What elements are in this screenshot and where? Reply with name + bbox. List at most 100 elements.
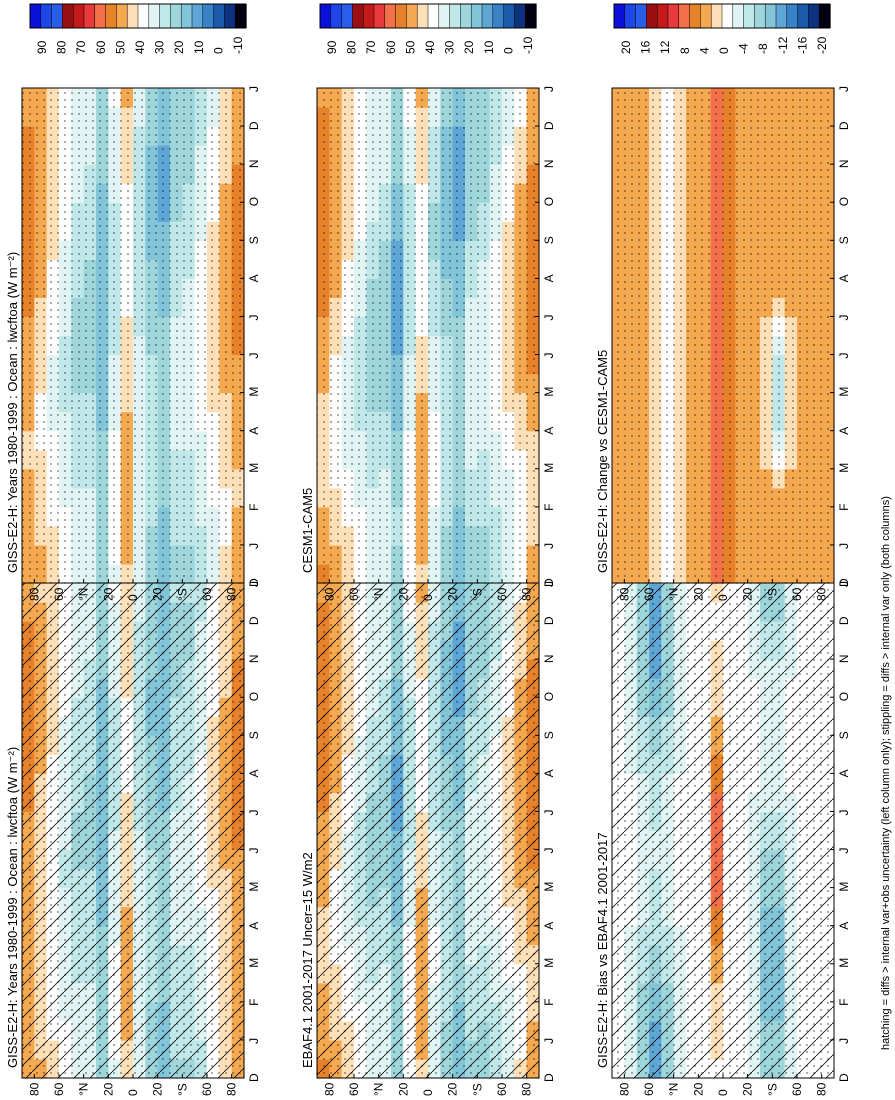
cb3-swatch — [721, 3, 734, 29]
p4-month-label: J — [542, 86, 556, 92]
cb3-swatch — [635, 3, 648, 29]
cb2-swatch — [373, 3, 386, 29]
cb1-tick-label: 50 — [113, 40, 127, 54]
cb2-tick-label: 0 — [501, 47, 515, 54]
p1-month-label: J — [247, 1038, 261, 1044]
p1-month-label: N — [247, 654, 261, 663]
p3-month-label: D — [542, 1073, 556, 1082]
p6-lat-label: 80 — [815, 587, 829, 601]
p4-lat-label: 80 — [322, 587, 336, 601]
p6-month-label: O — [837, 197, 851, 206]
p1-month-label: J — [247, 809, 261, 815]
cb2-swatch — [384, 3, 397, 29]
cb3-tick-label: -16 — [795, 36, 809, 54]
cb2-swatch — [406, 3, 418, 29]
p3-month-label: S — [542, 731, 556, 739]
cb2-swatch — [449, 3, 462, 29]
p4-month-label: S — [542, 236, 556, 244]
p4-month-label: O — [542, 197, 556, 206]
p4-month-label: D — [542, 121, 556, 130]
p2-month-label: A — [247, 274, 261, 282]
p2-month-label: D — [247, 121, 261, 130]
p1-lat-label: 60 — [52, 1082, 66, 1096]
p5-lat-label: 20 — [691, 1082, 705, 1096]
cb1-swatch — [40, 3, 53, 29]
cb1-swatch — [83, 3, 96, 29]
cb1-swatch — [180, 3, 193, 29]
p1-hatching — [22, 583, 244, 1078]
p5-month-label: J — [837, 581, 851, 587]
p1-month-label: J — [247, 848, 261, 854]
cb1-swatch — [202, 3, 215, 29]
p3-hatching — [317, 583, 539, 1078]
cb3-colorbar: 20 16 12 8 4 0 -4 -8 -12 -16 -20 — [613, 3, 831, 54]
cb2-frame — [319, 3, 537, 29]
cb3-swatch — [700, 3, 712, 29]
cb2-swatch — [416, 3, 429, 29]
p6-month-label: M — [837, 387, 851, 397]
cb2-tick-label: 20 — [462, 40, 476, 54]
cb2-swatch — [460, 3, 472, 29]
p3-month-label: D — [542, 616, 556, 625]
cb1-swatch — [234, 3, 247, 29]
cb1-swatch — [224, 3, 236, 29]
p4-lat-label: 60 — [495, 587, 509, 601]
p2-lat-label: 20 — [151, 587, 165, 601]
p5-lat-label: 80 — [815, 1082, 829, 1096]
cb1-tick-label: 0 — [211, 47, 225, 54]
p2-lat-label: °S — [175, 588, 189, 601]
p2-month-label: J — [247, 543, 261, 549]
cb2-colorbar: 90 80 70 60 50 40 30 20 10 0 -10 — [319, 3, 537, 54]
cb2-swatch — [524, 3, 537, 29]
p3-lat-label: °N — [372, 1083, 386, 1096]
p3-lat-label: 20 — [446, 1082, 460, 1096]
p5-month-label: M — [837, 882, 851, 892]
p6-month-label: J — [837, 86, 851, 92]
p4-stippling — [317, 88, 539, 583]
cb3-swatch — [613, 3, 626, 29]
p6-month-label: A — [837, 427, 851, 435]
cb3-swatch — [797, 3, 810, 29]
cb3-swatch — [818, 3, 831, 29]
cb3-swatch — [624, 3, 637, 29]
p4-month-label: N — [542, 159, 556, 168]
cb1-tick-label: 30 — [153, 40, 167, 54]
p1-lat-label: °S — [175, 1083, 189, 1096]
p2-month-label: S — [247, 236, 261, 244]
p4-month-label: J — [542, 314, 556, 320]
p6-month-label: M — [837, 463, 851, 473]
cb2-swatch — [330, 3, 343, 29]
p5-month-label: J — [837, 1038, 851, 1044]
p5-hatching — [612, 583, 834, 1078]
p1-panel: 80 60 °N 20 0 20 °S 60 80DJFMAMJJASONDJGISS-E2-H… — [5, 581, 261, 1096]
p6-month-label: F — [837, 504, 851, 511]
cb2-swatch — [481, 3, 494, 29]
p6-month-label: J — [837, 314, 851, 320]
p6-lat-label: 20 — [691, 587, 705, 601]
p6-lat-label: 80 — [617, 587, 631, 601]
cb2-tick-label: 10 — [482, 40, 496, 54]
p5-lat-label: °N — [667, 1083, 681, 1096]
p4-lat-label: 60 — [347, 587, 361, 601]
p3-lat-label: 20 — [396, 1082, 410, 1096]
cb3-swatch — [764, 3, 777, 29]
p1-lat-label: 60 — [200, 1082, 214, 1096]
p5-month-label: D — [837, 1073, 851, 1082]
p3-month-label: O — [542, 692, 556, 701]
cb1-swatch — [62, 3, 74, 29]
p3-lat-label: 80 — [520, 1082, 534, 1096]
cb1-swatch — [148, 3, 161, 29]
cb1-swatch — [137, 3, 150, 29]
p2-month-label: M — [247, 463, 261, 473]
cb3-tick-label: -12 — [776, 36, 790, 54]
p6-lat-label: 60 — [642, 587, 656, 601]
cb1-tick-label: 40 — [133, 40, 147, 54]
cb2-tick-label: 30 — [443, 40, 457, 54]
cb2-swatch — [341, 3, 354, 29]
cb3-swatch — [710, 3, 723, 29]
p3-month-label: A — [542, 769, 556, 777]
p1-month-label: F — [247, 999, 261, 1006]
p5-panel: 80 60 °N 20 0 20 °S 60 80DJFMAMJJASONDJGISS-E2-H… — [595, 581, 851, 1096]
p1-month-label: M — [247, 882, 261, 892]
p2-month-label: D — [247, 578, 261, 587]
